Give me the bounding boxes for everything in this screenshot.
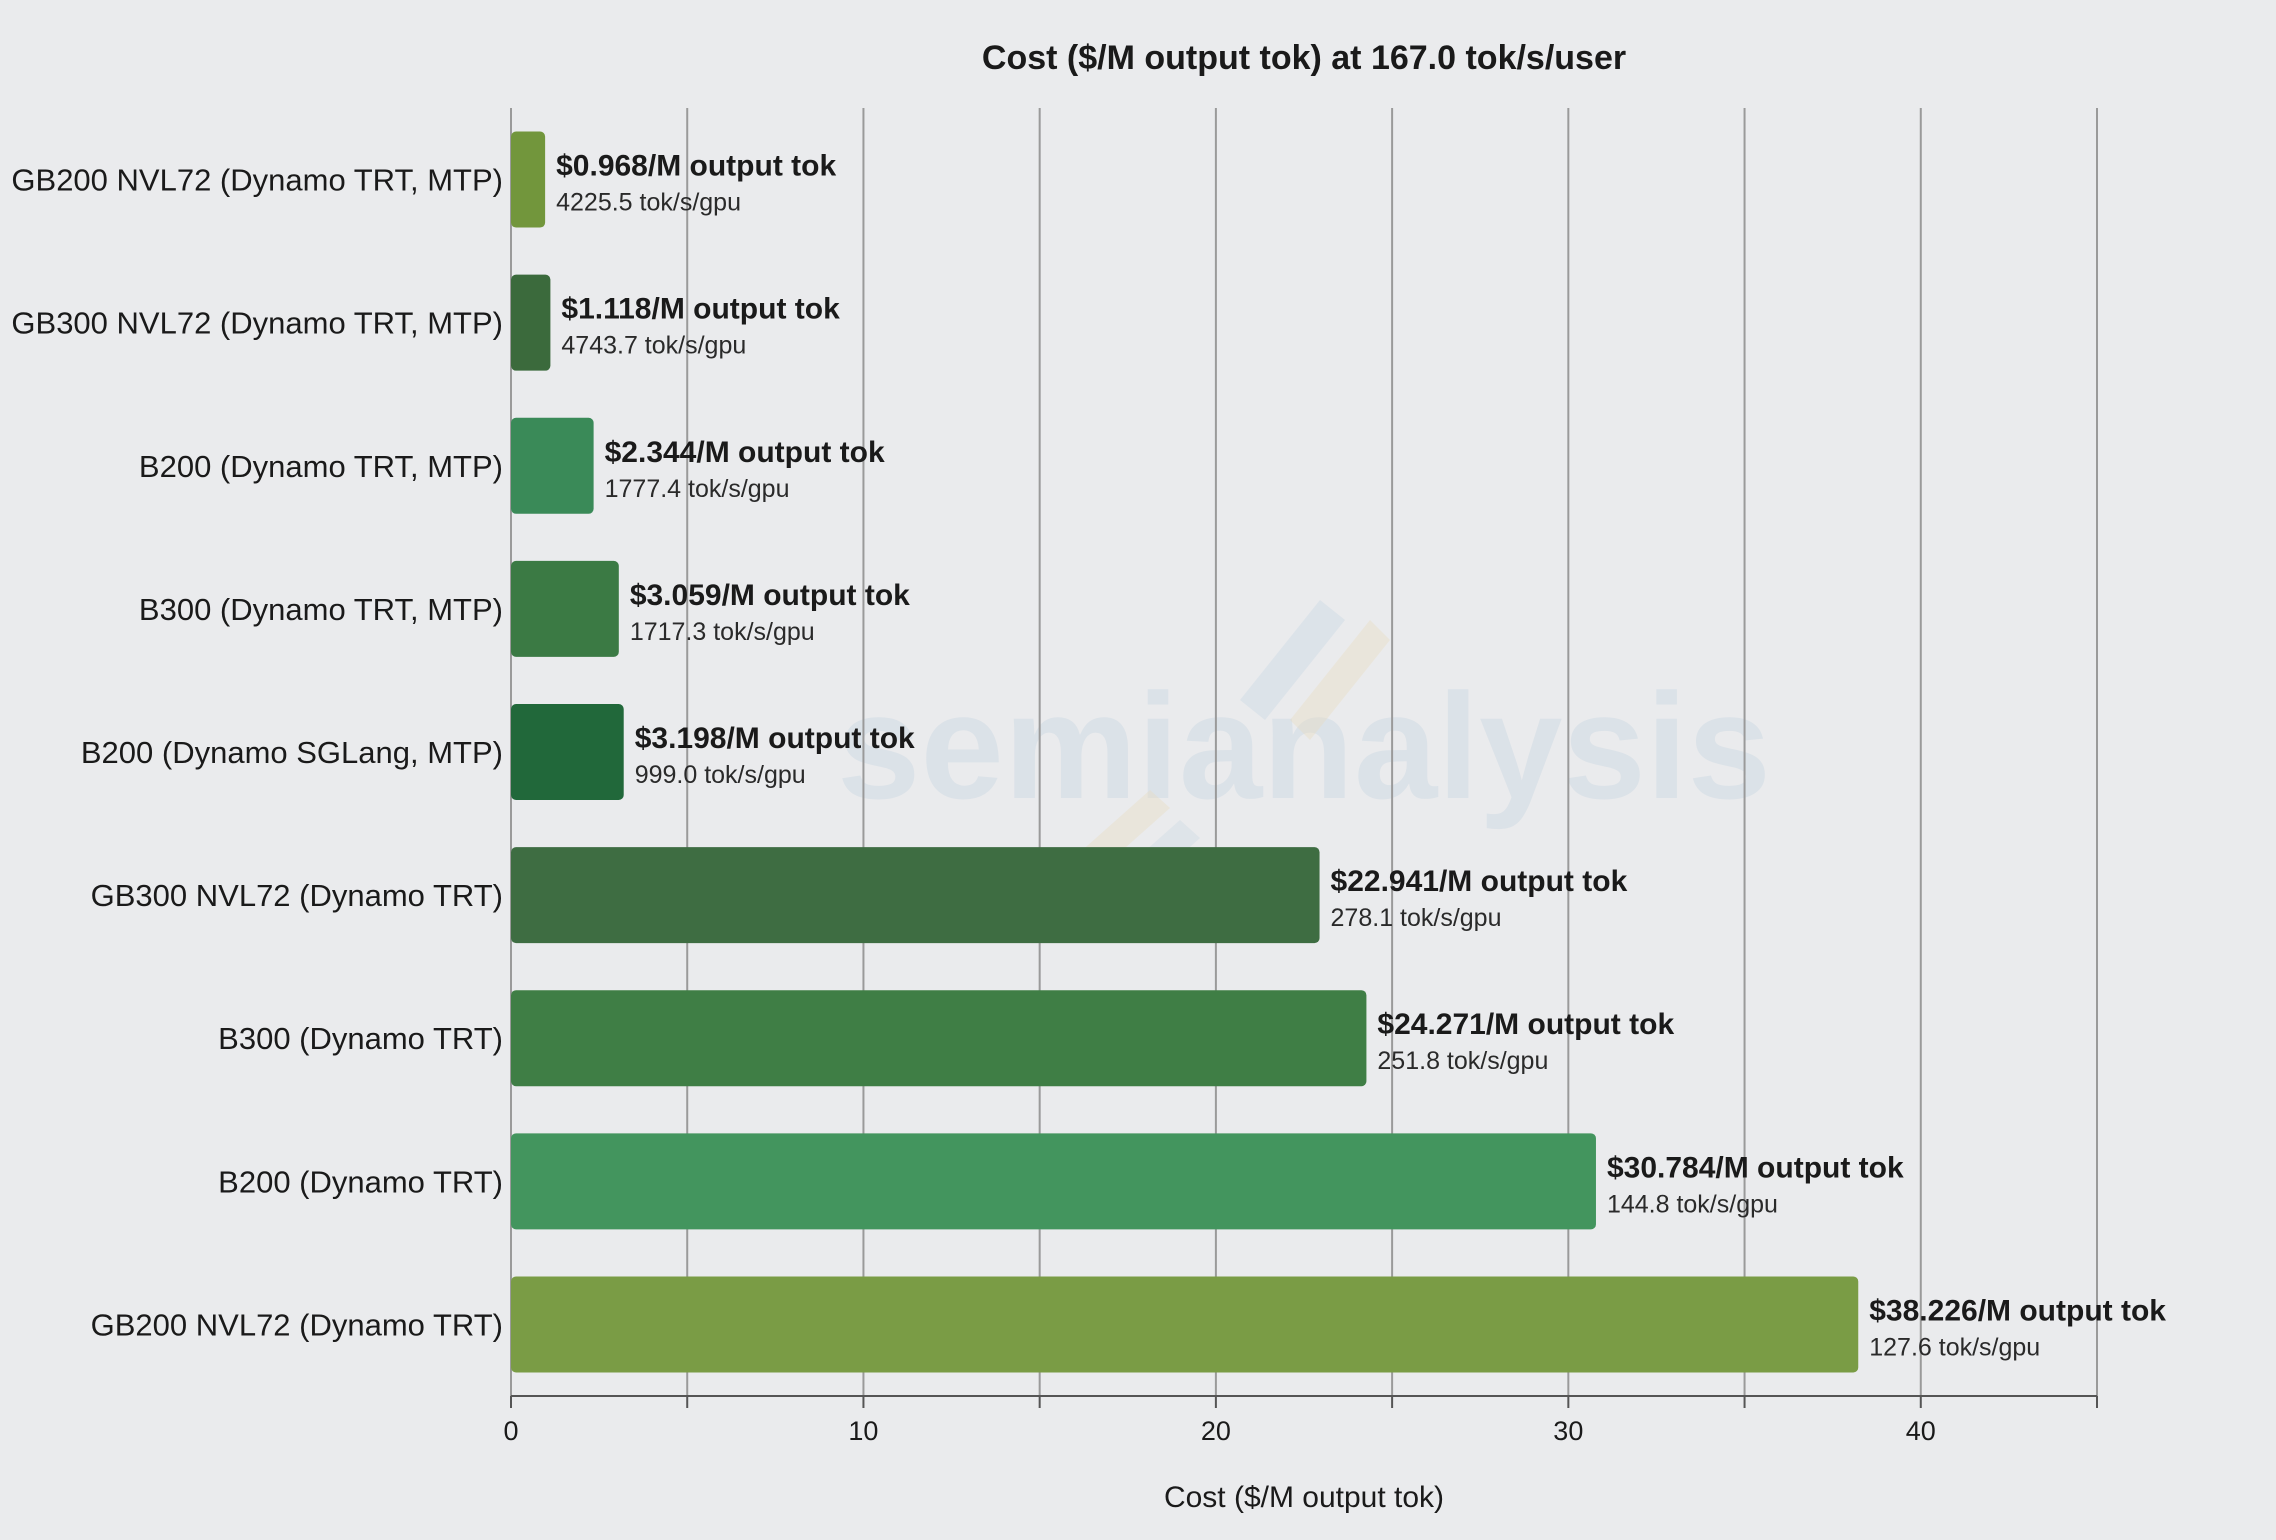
category-label: B300 (Dynamo TRT)	[218, 1021, 503, 1056]
bar-throughput-label: 1777.4 tok/s/gpu	[605, 475, 790, 503]
bar	[511, 847, 1320, 944]
category-label: B200 (Dynamo TRT, MTP)	[139, 449, 503, 484]
bar-throughput-label: 127.6 tok/s/gpu	[1869, 1333, 2040, 1361]
bar	[511, 704, 624, 800]
x-tick-label: 10	[848, 1416, 878, 1446]
category-label: GB300 NVL72 (Dynamo TRT)	[91, 878, 503, 913]
x-tick-label: 40	[1906, 1416, 1936, 1446]
bar-throughput-label: 144.8 tok/s/gpu	[1607, 1190, 1778, 1218]
watermark: semianalysis	[837, 600, 1771, 918]
bar-throughput-label: 4225.5 tok/s/gpu	[556, 189, 741, 217]
x-tick-label: 30	[1553, 1416, 1583, 1446]
bars	[511, 131, 1859, 1373]
x-axis-title: Cost ($/M output tok)	[1164, 1481, 1444, 1514]
bar	[511, 417, 594, 514]
category-label: B300 (Dynamo TRT, MTP)	[139, 592, 503, 627]
bar-throughput-label: 999.0 tok/s/gpu	[635, 761, 806, 789]
x-axis: 0 10 20 30 40	[503, 1395, 2098, 1446]
x-tick-label: 20	[1201, 1416, 1231, 1446]
chart-title: Cost ($/M output tok) at 167.0 tok/s/use…	[982, 39, 1626, 77]
bar-throughput-label: 251.8 tok/s/gpu	[1377, 1047, 1548, 1075]
category-label: B200 (Dynamo SGLang, MTP)	[81, 735, 503, 770]
bar-value-label: $3.198/M output tok	[635, 722, 915, 755]
bar-throughput-label: 4743.7 tok/s/gpu	[561, 332, 746, 360]
bar-value-label: $2.344/M output tok	[605, 436, 885, 469]
category-label: GB200 NVL72 (Dynamo TRT, MTP)	[11, 163, 503, 198]
bar-value-label: $1.118/M output tok	[561, 293, 840, 326]
bar-value-label: $22.941/M output tok	[1331, 865, 1628, 898]
category-label: B200 (Dynamo TRT)	[218, 1164, 503, 1199]
x-tick-label: 0	[503, 1416, 518, 1446]
bar-labels: $0.968/M output tok 4225.5 tok/s/gpu $1.11…	[556, 150, 2166, 1362]
bar-value-label: $38.226/M output tok	[1869, 1294, 2166, 1327]
bar	[511, 274, 551, 371]
bar-throughput-label: 1717.3 tok/s/gpu	[630, 618, 815, 646]
bar	[511, 1276, 1859, 1373]
bar-value-label: $24.271/M output tok	[1377, 1008, 1674, 1041]
bar-value-label: $30.784/M output tok	[1607, 1151, 1904, 1184]
bar-value-label: $0.968/M output tok	[556, 150, 836, 183]
bar	[511, 1133, 1596, 1230]
watermark-text: semianalysis	[837, 662, 1771, 830]
bar-throughput-label: 278.1 tok/s/gpu	[1331, 904, 1502, 932]
y-axis-categories: GB200 NVL72 (Dynamo TRT, MTP) GB300 NVL72…	[11, 163, 503, 1343]
watermark-slash-upper-alt	[1290, 620, 1390, 740]
category-label: GB200 NVL72 (Dynamo TRT)	[91, 1307, 503, 1342]
bar-value-label: $3.059/M output tok	[630, 579, 910, 612]
bar	[511, 560, 619, 657]
category-label: GB300 NVL72 (Dynamo TRT, MTP)	[11, 306, 503, 341]
bar	[511, 990, 1367, 1087]
watermark-slash-upper	[1240, 600, 1345, 720]
bar	[511, 131, 546, 228]
